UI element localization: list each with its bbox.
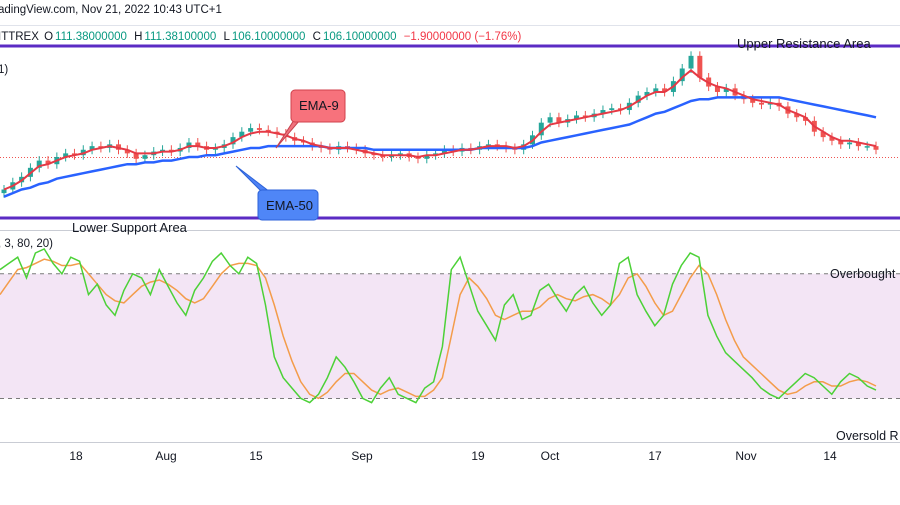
candle-body — [441, 149, 447, 154]
candle-body — [644, 91, 650, 96]
ema-indicator-legend: 1) — [0, 64, 9, 76]
candle-body — [63, 153, 69, 157]
x-tick-label: Nov — [735, 449, 756, 463]
ema50-callout-label: EMA-50 — [266, 198, 313, 213]
upper-resistance-label: Upper Resistance Area — [737, 36, 871, 51]
candle-body — [820, 131, 826, 138]
candle-body — [750, 99, 756, 103]
candle-body — [248, 128, 254, 132]
candle-body — [609, 108, 615, 111]
ema50-callout-box — [257, 189, 319, 221]
ohlc-open: O 111.38000000 — [44, 31, 127, 43]
lower-support-label: Lower Support Area — [72, 220, 188, 235]
candle-body — [829, 137, 835, 141]
candle-body — [124, 149, 130, 154]
candle-body — [1, 189, 7, 194]
candle-body — [855, 142, 861, 147]
stoch-k-line — [0, 247, 877, 404]
candle-body — [89, 146, 95, 150]
candle-body — [758, 102, 764, 105]
x-tick-label: Sep — [351, 449, 373, 463]
x-tick-label: 19 — [471, 449, 485, 463]
candle-body — [239, 131, 245, 138]
candle-body — [864, 146, 870, 148]
oversold-label: Oversold R — [836, 429, 899, 443]
candle-body — [424, 155, 430, 159]
candle-body — [679, 68, 685, 82]
stoch-d-line — [0, 258, 877, 400]
candle-body — [662, 88, 668, 92]
ema9-callout-label: EMA-9 — [299, 98, 339, 113]
candle-body — [547, 117, 553, 123]
candle-body — [36, 160, 42, 168]
x-axis-ticks: 18 Aug 15 Sep 19 Oct 17 Nov 14 — [69, 449, 837, 463]
candle-body — [803, 117, 809, 121]
ema9-line — [3, 69, 877, 191]
candle-body — [538, 122, 544, 136]
x-tick-label: 18 — [69, 449, 83, 463]
ohlc-change: −1.90000000 (−1.76%) — [403, 31, 522, 43]
symbol-label: ITTREX — [0, 31, 39, 43]
candlestick-series — [1, 51, 879, 198]
candle-body — [653, 88, 659, 92]
candle-body — [873, 146, 879, 150]
candle-body — [794, 113, 800, 118]
candle-body — [256, 128, 262, 130]
candle-body — [714, 86, 720, 92]
candle-body — [133, 153, 139, 159]
x-tick-label: 17 — [648, 449, 662, 463]
x-tick-label: Aug — [155, 449, 176, 463]
stoch-indicator-legend: , 3, 80, 20) — [0, 238, 53, 250]
candle-body — [574, 115, 580, 120]
x-tick-label: 15 — [249, 449, 263, 463]
candle-body — [723, 88, 729, 92]
x-tick-label: Oct — [541, 449, 560, 463]
candle-body — [556, 117, 562, 123]
candle-body — [847, 142, 853, 145]
ohlc-low: L 106.10000000 — [223, 31, 306, 43]
candle-body — [45, 160, 51, 165]
candle-body — [195, 142, 201, 147]
candle-body — [600, 110, 606, 114]
ohlc-high: H 111.38100000 — [134, 31, 217, 43]
ema9-callout-box — [290, 89, 346, 123]
ohlc-legend: ITTREX O 111.38000000 H 111.38100000 L 106.… — [0, 31, 523, 43]
candle-body — [697, 55, 703, 78]
candle-body — [142, 155, 148, 159]
source-text: adingView.com, Nov 21, 2022 10:43 UTC+1 — [0, 4, 222, 16]
candle-body — [688, 55, 694, 69]
ema50-callout-pointer — [235, 165, 272, 193]
chart-source-header: adingView.com, Nov 21, 2022 10:43 UTC+1 — [0, 4, 222, 16]
candle-body — [838, 140, 844, 145]
candle-body — [635, 95, 641, 103]
overbought-label: Overbought — [830, 267, 896, 281]
candle-body — [230, 137, 236, 145]
ema50-line — [3, 96, 877, 198]
x-tick-label: 14 — [823, 449, 837, 463]
ohlc-close: C 106.10000000 — [312, 31, 397, 43]
